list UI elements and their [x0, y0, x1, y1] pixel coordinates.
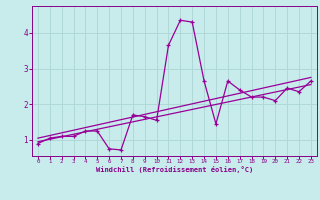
- X-axis label: Windchill (Refroidissement éolien,°C): Windchill (Refroidissement éolien,°C): [96, 166, 253, 173]
